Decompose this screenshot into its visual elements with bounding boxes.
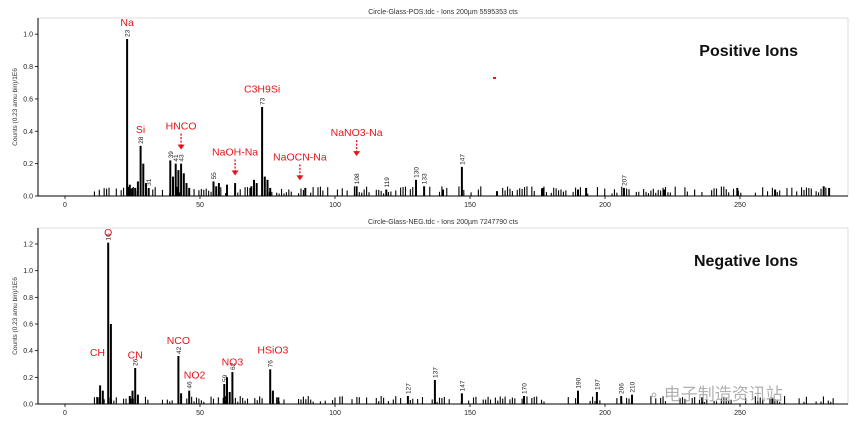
y-tick-label: 0.8 <box>23 64 33 71</box>
peak-label: 137 <box>432 367 439 378</box>
annotation-label: Si <box>136 124 145 136</box>
annotation-label: NO3 <box>222 356 244 368</box>
annotation-label: CH <box>90 347 105 359</box>
positive-ions-chart: Circle-Glass-POS.tdc - Ions 200µm 559535… <box>12 9 849 209</box>
peak-label: 43 <box>179 154 186 162</box>
x-tick-label: 250 <box>734 202 746 209</box>
x-tick-label: 0 <box>63 202 67 209</box>
x-tick-label: 150 <box>464 410 476 417</box>
x-tick-label: 200 <box>599 202 611 209</box>
annotation-label: NCO <box>167 335 190 347</box>
chart-title: Circle-Glass-POS.tdc - Ions 200µm 559535… <box>368 9 518 16</box>
annotation-label: HSiO3 <box>257 344 288 356</box>
chart-subtitle: Negative Ions <box>694 253 798 270</box>
x-tick-label: 50 <box>196 202 204 209</box>
annotation-label: NaNO3-Na <box>331 127 383 139</box>
x-tick-label: 0 <box>63 410 67 417</box>
y-tick-label: 0.2 <box>23 375 33 382</box>
peak-label: 41 <box>173 154 180 162</box>
peak-label: 210 <box>630 381 637 392</box>
y-axis-label: Counts (0.23 amu bin)/1E6 <box>12 68 19 146</box>
annotation-label: NaOH-Na <box>212 147 258 159</box>
x-tick-label: 200 <box>599 410 611 417</box>
peak-label: 73 <box>260 97 267 105</box>
peak-label: 76 <box>268 360 275 368</box>
y-tick-label: 1.0 <box>23 268 33 275</box>
watermark-text: 电子制造资讯站 <box>663 385 783 405</box>
peak-label: 28 <box>138 136 145 144</box>
x-tick-label: 100 <box>329 410 341 417</box>
y-tick-label: 0.2 <box>23 161 33 168</box>
y-tick-label: 1.2 <box>23 242 33 249</box>
annotation-label: Na <box>120 17 134 29</box>
y-tick-label: 0.6 <box>23 96 33 103</box>
peak-label: 130 <box>414 167 421 178</box>
annotation-arrow-head <box>177 144 185 150</box>
x-tick-label: 50 <box>196 410 204 417</box>
peak-label: 55 <box>211 172 218 180</box>
annotation-label: CN <box>128 350 143 362</box>
y-tick-label: 0.0 <box>23 194 33 201</box>
peak-label: 207 <box>621 175 628 186</box>
peak-label: 147 <box>459 380 466 391</box>
annotation-label: C3H9Si <box>244 83 280 95</box>
peak-label: 23 <box>125 29 132 37</box>
peak-label: 190 <box>576 377 583 388</box>
red-marker <box>493 77 496 79</box>
peak-label: 108 <box>354 173 361 184</box>
x-tick-label: 100 <box>329 202 341 209</box>
y-tick-label: 0.6 <box>23 322 33 329</box>
peak-label: 119 <box>384 177 391 188</box>
peak-label: 46 <box>187 381 194 389</box>
y-tick-label: 1.0 <box>23 32 33 39</box>
y-tick-label: 0.4 <box>23 129 33 136</box>
annotation-label: HNCO <box>166 121 197 133</box>
y-tick-label: 0.8 <box>23 295 33 302</box>
annotation-arrow-head <box>353 151 361 157</box>
peak-label: 26 <box>133 358 140 366</box>
peak-label: 197 <box>594 379 601 390</box>
annotation-arrow-head <box>296 175 304 181</box>
y-axis-label: Counts (0.23 amu bin)/1E6 <box>12 277 19 355</box>
peak-label: 206 <box>619 383 626 394</box>
y-tick-label: 0.4 <box>23 348 33 355</box>
peak-label: 62 <box>230 362 237 370</box>
peak-label: 133 <box>422 173 429 184</box>
peak-label: 147 <box>459 154 466 165</box>
chart-subtitle: Positive Ions <box>699 43 798 60</box>
annotation-arrow-head <box>231 170 239 176</box>
wechat-icon: ⚬ <box>648 388 660 404</box>
peak-label: 59 <box>222 374 229 382</box>
annotation-label: O <box>104 227 112 239</box>
annotation-label: NaOCN-Na <box>273 151 327 163</box>
negative-ions-chart: Circle-Glass-NEG.tdc - Ions 200µm 724779… <box>12 219 849 417</box>
peak-label: 16 <box>106 233 113 241</box>
peak-label: 127 <box>405 383 412 394</box>
y-tick-label: 0.0 <box>23 402 33 409</box>
peak-label: 42 <box>176 346 183 354</box>
peak-label: 39 <box>168 151 175 159</box>
peak-label: 170 <box>522 383 529 394</box>
watermark: ⚬ 电子制造资讯站 <box>648 380 783 405</box>
annotation-label: NO2 <box>184 370 206 382</box>
chart-title: Circle-Glass-NEG.tdc - Ions 200µm 724779… <box>368 219 518 226</box>
x-tick-label: 250 <box>734 410 746 417</box>
peak-label: 31 <box>146 178 153 186</box>
x-tick-label: 150 <box>464 202 476 209</box>
